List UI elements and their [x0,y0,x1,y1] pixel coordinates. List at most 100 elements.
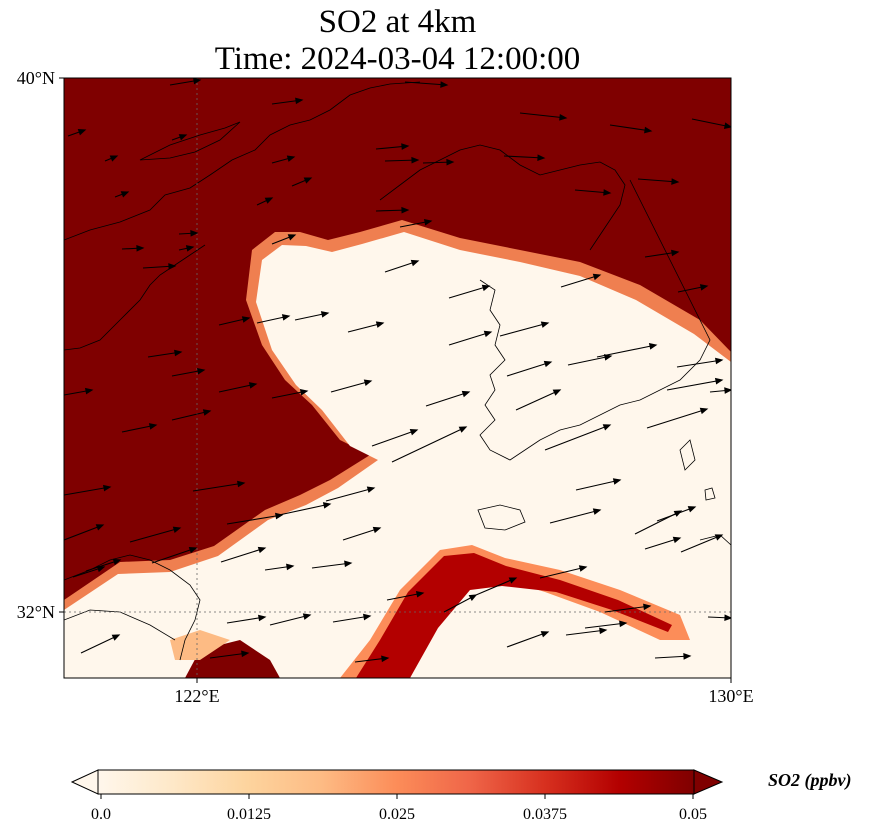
wind-vector-shaft [637,178,679,183]
wind-vector-head [723,122,731,129]
colorbar-extend-low [70,769,99,795]
wind-vector-head [687,506,697,513]
wind-vector-head [578,565,588,572]
wind-vector-head [446,158,455,166]
colorbar-tick-4: 0.05 [679,806,707,823]
wind-vector-shaft [560,274,601,288]
wind-vector-shaft [604,605,651,613]
wind-vector-shaft [506,631,549,648]
wind-vector-shaft [519,112,567,119]
wind-vector-shaft [425,391,470,407]
wind-vector-head [299,389,309,396]
wind-vector-head [148,423,158,430]
wind-vector-head [109,155,119,162]
wind-vector-shaft [151,547,197,564]
wind-vector-shaft [220,547,266,563]
wind-vector-head [612,478,622,485]
wind-vector-head [461,390,471,398]
wind-vector-head [724,387,731,394]
wind-vector-head [185,245,195,252]
wind-vector-head [366,486,376,493]
wind-vector-head [237,480,246,488]
gridlines [64,78,731,678]
wind-vector-head [559,113,568,121]
wind-vector-shaft [499,322,549,337]
wind-vector-head [363,613,372,621]
wind-vector-head [410,259,420,267]
map-title-line1: SO2 at 4km [318,4,477,40]
wind-vector-shaft [80,634,120,654]
wind-vector-head [381,655,390,663]
wind-vector-head [648,343,658,350]
wind-vector-head [241,650,250,658]
wind-vector-head [481,284,491,292]
wind-vector-head [592,273,602,281]
wind-vector-head [281,314,291,321]
wind-vector-head [286,563,295,571]
wind-vector-shaft [549,509,601,524]
plot-area [64,78,731,678]
wind-vector-head [602,424,612,431]
wind-vector-shaft [311,562,352,569]
wind-vector-head [258,614,267,622]
wind-vector-head [714,377,724,385]
wind-vector-shaft [269,614,311,626]
wind-vector-head [102,484,112,492]
wind-vector-shaft [609,124,652,132]
wind-vector-shaft [226,514,283,525]
wind-vector-head [540,631,550,638]
wind-vector-head [401,143,410,150]
wind-vector-head [483,330,493,338]
wind-vector-shaft [325,487,375,502]
wind-vector-shaft [448,285,490,299]
plot-frame [63,77,732,679]
wind-vector-head [286,155,296,162]
wind-vector-head [120,191,130,198]
wind-vector-shaft [391,426,467,463]
wind-vector-head [552,389,562,396]
wind-vector-head [372,526,382,534]
axis-ticks [59,77,732,683]
wind-vector-head [619,620,628,628]
wind-vector-head [303,177,313,184]
wind-vector-head [411,156,420,164]
wind-vector-shaft [646,408,708,429]
wind-vector-head [683,653,692,660]
wind-vector-shaft [680,534,723,553]
lat-label-40N: 40°N [17,68,55,88]
wind-vector-head [248,382,258,389]
wind-vector-head [603,189,612,196]
high-concentration-tongue [170,545,690,678]
wind-vector-shaft [656,506,696,522]
wind-vector-shaft [565,629,607,636]
wind-vector-shaft [676,359,723,368]
wind-vector-shaft [515,389,561,411]
wind-vector-head [537,154,546,161]
wind-vector-shaft [544,424,611,451]
colorbar-tick-0: 0.0 [91,806,111,823]
wind-vector-head [190,230,199,237]
wind-vector-shaft [506,361,552,377]
wind-vector-head [508,577,518,584]
wind-vector-head [672,536,682,544]
low-concentration-band [64,232,731,678]
wind-vector-head [320,311,330,318]
wind-vector-head [468,594,478,602]
wind-vector-head [540,321,550,328]
colorbar-label: SO2 (ppbv) [768,770,852,790]
colorbar-extend-high [693,769,724,795]
wind-vector-head [603,354,613,361]
wind-vector-head [322,502,332,509]
wind-vector-shaft [192,482,245,492]
wind-vector-shaft [575,479,621,491]
wind-vector-head [178,134,188,141]
wind-vector-shaft [691,118,731,128]
wind-vector-shaft [448,331,492,346]
wind-vector-head [699,407,709,415]
wind-vector-head [599,627,608,635]
wind-vector-head [193,78,202,85]
wind-vector-shaft [567,355,612,366]
wind-vector-head [168,263,177,270]
wind-vector-head [714,534,724,541]
